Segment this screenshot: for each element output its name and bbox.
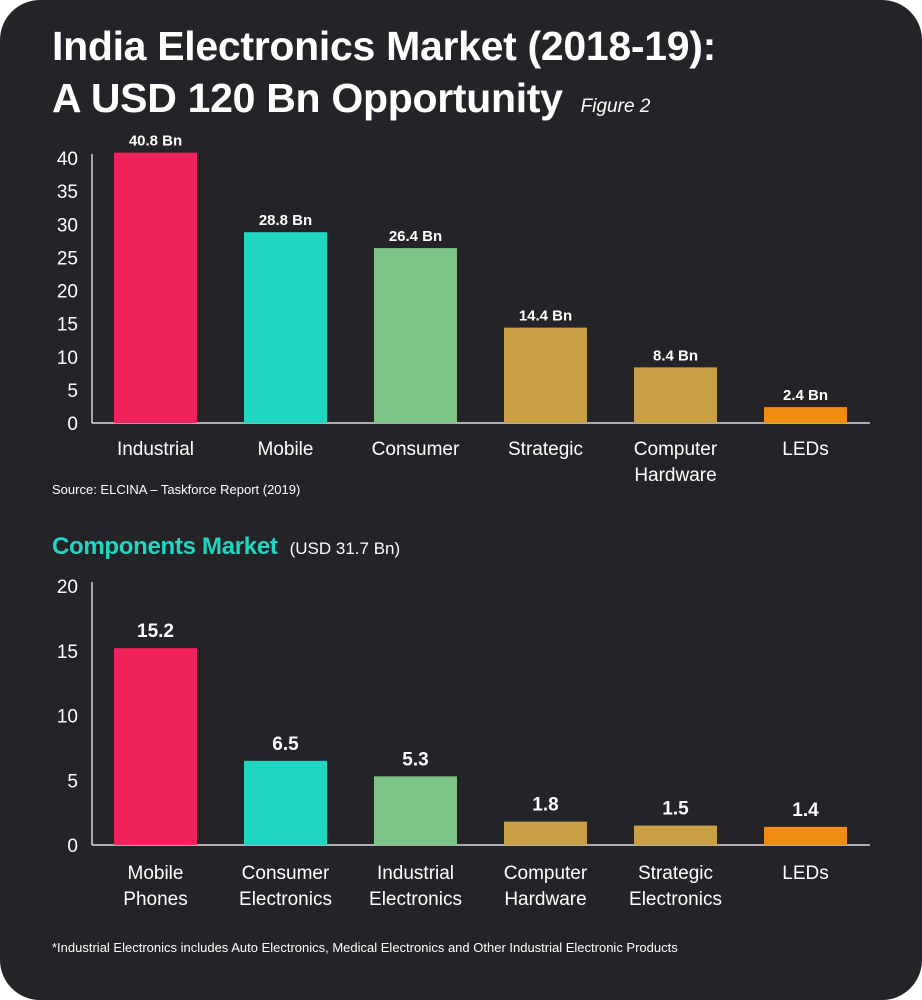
bar [244,232,327,423]
y-tick-label: 30 [57,215,78,236]
data-label: 1.5 [662,799,689,820]
y-tick-label: 15 [57,642,78,663]
bar [764,407,847,423]
x-tick-label: Mobile [128,863,184,884]
bar [244,760,327,845]
title-line-2-text: A USD 120 Bn Opportunity [52,75,563,121]
data-label: 26.4 Bn [389,228,442,245]
y-tick-label: 5 [67,771,78,792]
footnote: *Industrial Electronics includes Auto El… [52,940,678,955]
x-tick-label: LEDs [782,863,828,884]
x-tick-label: Consumer [242,863,330,884]
bar [114,648,197,845]
x-tick-label: Industrial [117,439,194,460]
data-label: 15.2 [137,621,174,642]
data-label: 1.4 [792,800,819,821]
title-line-1: India Electronics Market (2018-19): [52,23,716,69]
y-tick-label: 0 [67,836,78,857]
x-tick-label: Electronics [369,889,462,910]
x-tick-label: Strategic [638,863,713,884]
data-label: 40.8 Bn [129,133,182,150]
source-note: Source: ELCINA – Taskforce Report (2019) [52,482,301,497]
components-heading: Components Market [52,533,278,560]
y-tick-label: 25 [57,248,78,269]
data-label: 14.4 Bn [519,308,572,325]
y-tick-label: 40 [57,149,78,170]
page-title: India Electronics Market (2018-19): A US… [52,20,716,133]
data-label: 6.5 [272,734,299,755]
title-line-2: A USD 120 Bn Opportunity Figure 2 [52,72,716,133]
x-tick-label: Strategic [508,439,583,460]
components-subheading: (USD 31.7 Bn) [289,539,401,558]
data-label: 28.8 Bn [259,212,312,229]
x-tick-label: Phones [123,889,187,910]
y-tick-label: 5 [67,381,78,402]
y-tick-label: 10 [57,707,78,728]
y-tick-label: 20 [57,577,78,598]
bar [374,776,457,845]
x-tick-label: LEDs [782,439,828,460]
components-section-header: Components Market (USD 31.7 Bn) [52,533,400,561]
data-label: 1.8 [532,795,558,816]
y-tick-label: 35 [57,182,78,203]
x-tick-label: Electronics [629,889,722,910]
figure-label: Figure 2 [580,96,651,117]
x-tick-label: Computer [504,863,588,884]
components-market-bar-chart: 0 5 10 15 20 15.2 Mobile Phones 6.5 Consumer Elect… [57,577,870,910]
bar [504,327,587,423]
data-label: 5.3 [402,749,428,770]
x-tick-label: Hardware [634,465,716,486]
x-tick-label: Consumer [372,439,460,460]
y-tick-label: 15 [57,315,78,336]
y-tick-label: 0 [67,414,78,435]
x-tick-label: Mobile [258,439,314,460]
x-tick-label: Electronics [239,889,332,910]
electronics-market-bar-chart: 0 5 10 15 20 25 30 35 40 40.8 Bn Industrial 28.8 Bn… [57,133,870,486]
bar [764,826,847,845]
bar [634,825,717,845]
bar [504,821,587,845]
data-label: 2.4 Bn [783,387,828,404]
data-label: 8.4 Bn [653,347,698,364]
x-tick-label: Hardware [504,889,586,910]
y-tick-label: 20 [57,282,78,303]
x-tick-label: Industrial [377,863,454,884]
bar [374,248,457,423]
x-tick-label: Computer [634,439,718,460]
bar [114,152,197,423]
bar [634,367,717,423]
y-tick-label: 10 [57,348,78,369]
